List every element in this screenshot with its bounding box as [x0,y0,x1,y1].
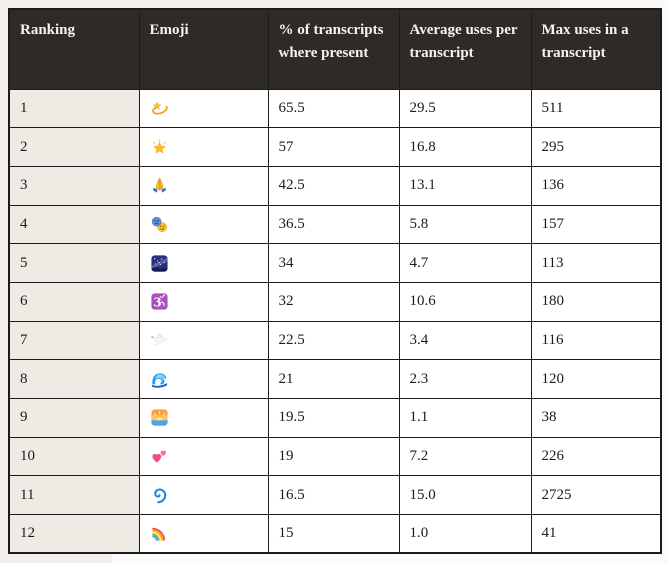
ranking-cell: 12 [8,514,140,554]
max-uses-cell: 116 [530,320,662,361]
performing-arts-emoji-icon [151,216,167,232]
ranking-cell: 5 [8,243,140,283]
pct-transcripts-cell: 15 [267,514,400,554]
emoji-cell [138,359,269,399]
max-uses-cell: 41 [530,514,662,554]
pct-transcripts-cell: 19.5 [267,398,400,438]
milky-way-emoji-icon [150,255,168,272]
emoji-cell [138,514,269,554]
avg-uses-cell: 7.2 [398,436,532,477]
emoji-cell [138,88,269,129]
emoji-cell [138,127,269,167]
page-margin-right [660,0,668,563]
ranking-cell: 2 [8,127,140,167]
pct-transcripts-cell: 42.5 [267,165,400,206]
table-row: 8 21 2.3 120 [8,359,662,399]
ranking-cell: 7 [8,320,140,361]
ranking-cell: 8 [8,359,140,399]
dizzy-emoji-icon [151,101,168,115]
emoji-cell: 3 [138,281,269,322]
ranking-cell: 9 [8,398,140,438]
max-uses-cell: 295 [530,127,662,167]
table-row: 3 42.5 13.1 136 [8,165,662,206]
water-wave-emoji-icon [151,372,167,388]
emoji-cell [138,165,269,206]
table-row: 6 3 32 10.6 180 [8,281,662,322]
rainbow-emoji-icon [151,527,165,541]
table-row: 5 34 4.7 113 [8,243,662,283]
pct-transcripts-cell: 57 [267,127,400,167]
max-uses-cell: 113 [530,243,662,283]
ranking-cell: 11 [8,475,140,516]
table-row: 1 65.5 29.5 511 [8,88,662,129]
table-row: 9 19.5 1.1 38 [8,398,662,438]
emoji-cell [138,436,269,477]
max-uses-cell: 2725 [530,475,662,516]
avg-uses-cell: 3.4 [398,320,532,361]
om-emoji-icon: 3 [150,293,168,310]
table-row: 2 57 16.8 295 [8,127,662,167]
pct-transcripts-cell: 65.5 [267,88,400,129]
table-row: 10 19 7.2 226 [8,436,662,477]
sunrise-emoji-icon [150,409,168,426]
ranking-cell: 3 [8,165,140,206]
folded-hands-emoji-icon [152,177,166,193]
page-margin-bottom [112,554,668,563]
max-uses-cell: 120 [530,359,662,399]
emoji-usage-table: Ranking Emoji % of transcripts where pre… [8,8,662,555]
emoji-cell [138,320,269,361]
avg-uses-cell: 2.3 [398,359,532,399]
max-uses-cell: 226 [530,436,662,477]
table-row: 11 16.5 15.0 2725 [8,475,662,516]
emoji-cell [138,243,269,283]
pct-transcripts-cell: 21 [267,359,400,399]
emoji-cell [138,204,269,245]
pct-transcripts-cell: 36.5 [267,204,400,245]
pct-transcripts-cell: 22.5 [267,320,400,361]
pct-transcripts-cell: 19 [267,436,400,477]
dove-emoji-icon [150,333,167,345]
avg-uses-cell: 13.1 [398,165,532,206]
avg-uses-cell: 15.0 [398,475,532,516]
max-uses-cell: 180 [530,281,662,322]
max-uses-cell: 38 [530,398,662,438]
max-uses-cell: 136 [530,165,662,206]
column-header-ranking: Ranking [8,8,140,90]
avg-uses-cell: 10.6 [398,281,532,322]
avg-uses-cell: 5.8 [398,204,532,245]
column-header-emoji: Emoji [138,8,269,90]
avg-uses-cell: 29.5 [398,88,532,129]
avg-uses-cell: 4.7 [398,243,532,283]
two-hearts-emoji-icon [151,450,166,463]
emoji-cell [138,475,269,516]
ranking-cell: 1 [8,88,140,129]
svg-text:3: 3 [153,296,161,310]
table-row: 7 22.5 3.4 116 [8,320,662,361]
table-row: 4 36.5 5.8 157 [8,204,662,245]
pct-transcripts-cell: 32 [267,281,400,322]
header-row: Ranking Emoji % of transcripts where pre… [8,8,662,90]
column-header-max-uses: Max uses in a transcript [530,8,662,90]
avg-uses-cell: 1.0 [398,514,532,554]
emoji-cell [138,398,269,438]
cyclone-emoji-icon [153,488,166,503]
column-header-avg-uses: Average uses per transcript [398,8,532,90]
pct-transcripts-cell: 34 [267,243,400,283]
max-uses-cell: 511 [530,88,662,129]
page-margin-top-right [560,0,668,8]
glowing-star-emoji-icon [152,138,166,154]
avg-uses-cell: 1.1 [398,398,532,438]
pct-transcripts-cell: 16.5 [267,475,400,516]
column-header-pct-transcripts: % of transcripts where present [267,8,400,90]
max-uses-cell: 157 [530,204,662,245]
ranking-cell: 10 [8,436,140,477]
table-row: 12 15 1.0 41 [8,514,662,554]
ranking-cell: 6 [8,281,140,322]
avg-uses-cell: 16.8 [398,127,532,167]
ranking-cell: 4 [8,204,140,245]
